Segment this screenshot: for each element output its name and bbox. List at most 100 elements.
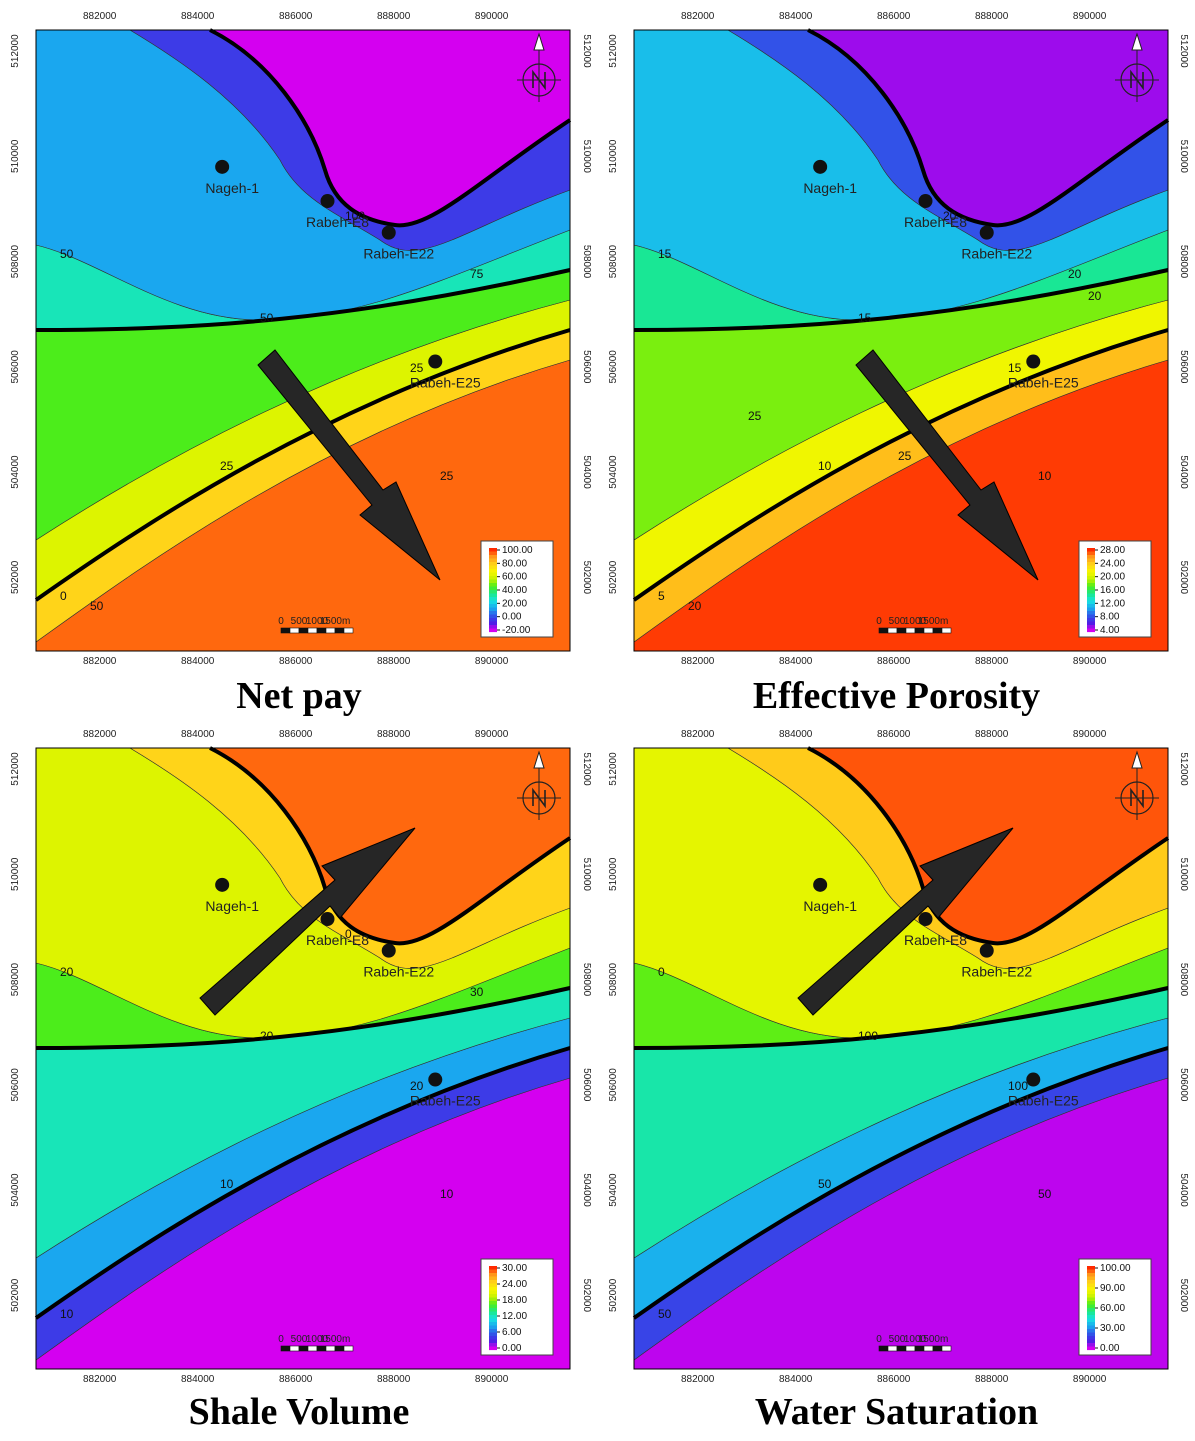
- major-contour-line: [34, 1046, 571, 1320]
- y-tick-label-right: 506000: [581, 350, 592, 384]
- legend-value-label: -20.00: [502, 625, 531, 636]
- x-tick-label-bottom: 882000: [83, 656, 117, 667]
- contour-value-label: 15: [1008, 361, 1022, 375]
- contour-value-label: 0: [345, 927, 352, 941]
- contour-value-label: 20: [60, 965, 74, 979]
- y-tick-label-left: 512000: [608, 34, 619, 68]
- legend-value-label: 40.00: [502, 585, 527, 596]
- y-tick-label-right: 502000: [581, 1279, 592, 1313]
- x-tick-label-bottom: 882000: [681, 1374, 715, 1385]
- legend-value-label: 60.00: [502, 572, 527, 583]
- scale-bar-label: 1500m: [320, 616, 351, 627]
- x-tick-label-bottom: 888000: [975, 656, 1009, 667]
- map-panel-shale-volume: 882000 882000 884000 884000 886000 886000 8880…: [0, 718, 598, 1441]
- major-contour-line: [209, 28, 572, 228]
- x-tick-label-bottom: 886000: [279, 1374, 313, 1385]
- y-tick-label-left: 512000: [10, 34, 21, 68]
- legend-value-label: 90.00: [1100, 1283, 1125, 1294]
- contour-value-label: 10: [220, 1177, 234, 1191]
- major-contour-line: [633, 268, 1169, 332]
- color-legend: 100.00 80.00 60.00 40.00 20.00 0.00 -20.00: [480, 540, 554, 638]
- scale-bar-label: 0: [876, 1334, 882, 1345]
- legend-value-label: 4.00: [1100, 625, 1120, 636]
- y-tick-label-right: 508000: [581, 963, 592, 997]
- well-label: Rabeh-E25: [410, 1093, 481, 1109]
- x-tick-label-bottom: 884000: [779, 1374, 813, 1385]
- x-tick-label-top: 882000: [83, 11, 117, 22]
- contour-value-label: 15: [858, 311, 872, 325]
- well-marker: [1026, 1072, 1041, 1087]
- contour-value-label: 30: [470, 985, 484, 999]
- map-caption: Effective Porosity: [752, 675, 1041, 717]
- scale-bar-label: 1000: [904, 1334, 927, 1345]
- scale-bar-label: 500: [889, 1334, 906, 1345]
- scale-bar-label: 0: [278, 616, 284, 627]
- legend-value-label: 30.00: [1100, 1323, 1125, 1334]
- shale-volume-map: 882000 882000 884000 884000 886000 886000 8880…: [10, 729, 592, 1385]
- trend-arrow: [855, 349, 1039, 581]
- x-tick-label-top: 886000: [877, 729, 911, 740]
- trend-arrow: [797, 827, 1014, 1016]
- color-legend: 100.00 90.00 60.00 30.00 0.00: [1078, 1258, 1152, 1356]
- contour-value-label: 5: [658, 589, 665, 603]
- legend-value-label: 60.00: [1100, 1303, 1125, 1314]
- map-panel-effective-porosity: 882000 882000 884000 884000 886000 886000 8880…: [598, 0, 1195, 730]
- y-tick-label-right: 506000: [1178, 350, 1189, 384]
- legend-value-label: 24.00: [1100, 558, 1125, 569]
- x-tick-label-top: 884000: [779, 11, 813, 22]
- y-tick-label-right: 512000: [1178, 752, 1189, 786]
- contour-value-label: 0: [658, 965, 665, 979]
- x-tick-label-top: 888000: [377, 729, 411, 740]
- y-tick-label-right: 510000: [581, 140, 592, 174]
- well-label: Rabeh-E22: [363, 964, 434, 980]
- map-frame: [633, 29, 1169, 652]
- contour-value-label: 50: [260, 311, 274, 325]
- y-tick-label-right: 504000: [1178, 455, 1189, 489]
- x-tick-label-top: 890000: [1073, 729, 1107, 740]
- y-tick-label-right: 506000: [1178, 1068, 1189, 1102]
- major-contour-line: [209, 746, 572, 946]
- well-label: Nageh-1: [803, 898, 857, 914]
- major-contour-line: [807, 28, 1170, 228]
- y-tick-label-right: 508000: [1178, 245, 1189, 279]
- contour-value-label: 50: [818, 1177, 832, 1191]
- well-label: Rabeh-E25: [1008, 1093, 1079, 1109]
- x-tick-label-top: 888000: [975, 729, 1009, 740]
- contour-value-label: 50: [1038, 1187, 1052, 1201]
- map-panel-water-saturation: 882000 882000 884000 884000 886000 886000 8880…: [598, 718, 1195, 1441]
- x-tick-label-top: 886000: [279, 11, 313, 22]
- well-marker: [979, 225, 994, 240]
- well-marker: [813, 877, 828, 892]
- legend-value-label: 18.00: [502, 1295, 527, 1306]
- y-tick-label-left: 510000: [10, 139, 21, 173]
- x-tick-label-top: 882000: [681, 729, 715, 740]
- north-arrow-icon: [517, 750, 561, 820]
- y-tick-label-right: 510000: [1178, 140, 1189, 174]
- scale-bar-label: 500: [291, 1334, 308, 1345]
- x-tick-label-top: 888000: [377, 11, 411, 22]
- x-tick-label-top: 886000: [877, 11, 911, 22]
- well-marker: [320, 912, 335, 927]
- well-label: Rabeh-E25: [410, 375, 481, 391]
- y-tick-label-left: 508000: [10, 962, 21, 996]
- well-marker: [428, 354, 443, 369]
- legend-value-label: 28.00: [1100, 545, 1125, 556]
- well-marker: [215, 159, 230, 174]
- major-contour-line: [807, 746, 1170, 946]
- y-tick-label-left: 506000: [608, 1068, 619, 1102]
- legend-value-label: 16.00: [1100, 585, 1125, 596]
- well-label: Rabeh-E22: [961, 246, 1032, 262]
- legend-value-label: 12.00: [1100, 598, 1125, 609]
- y-tick-label-right: 510000: [581, 858, 592, 892]
- scale-bar-label: 1000: [306, 1334, 329, 1345]
- legend-value-label: 12.00: [502, 1311, 527, 1322]
- major-contour-line: [35, 986, 571, 1050]
- scale-bar-label: 0: [278, 1334, 284, 1345]
- y-tick-label-left: 510000: [608, 857, 619, 891]
- x-tick-label-top: 884000: [779, 729, 813, 740]
- x-tick-label-top: 890000: [1073, 11, 1107, 22]
- trend-arrow: [199, 827, 416, 1016]
- north-arrow-icon: [1115, 32, 1159, 102]
